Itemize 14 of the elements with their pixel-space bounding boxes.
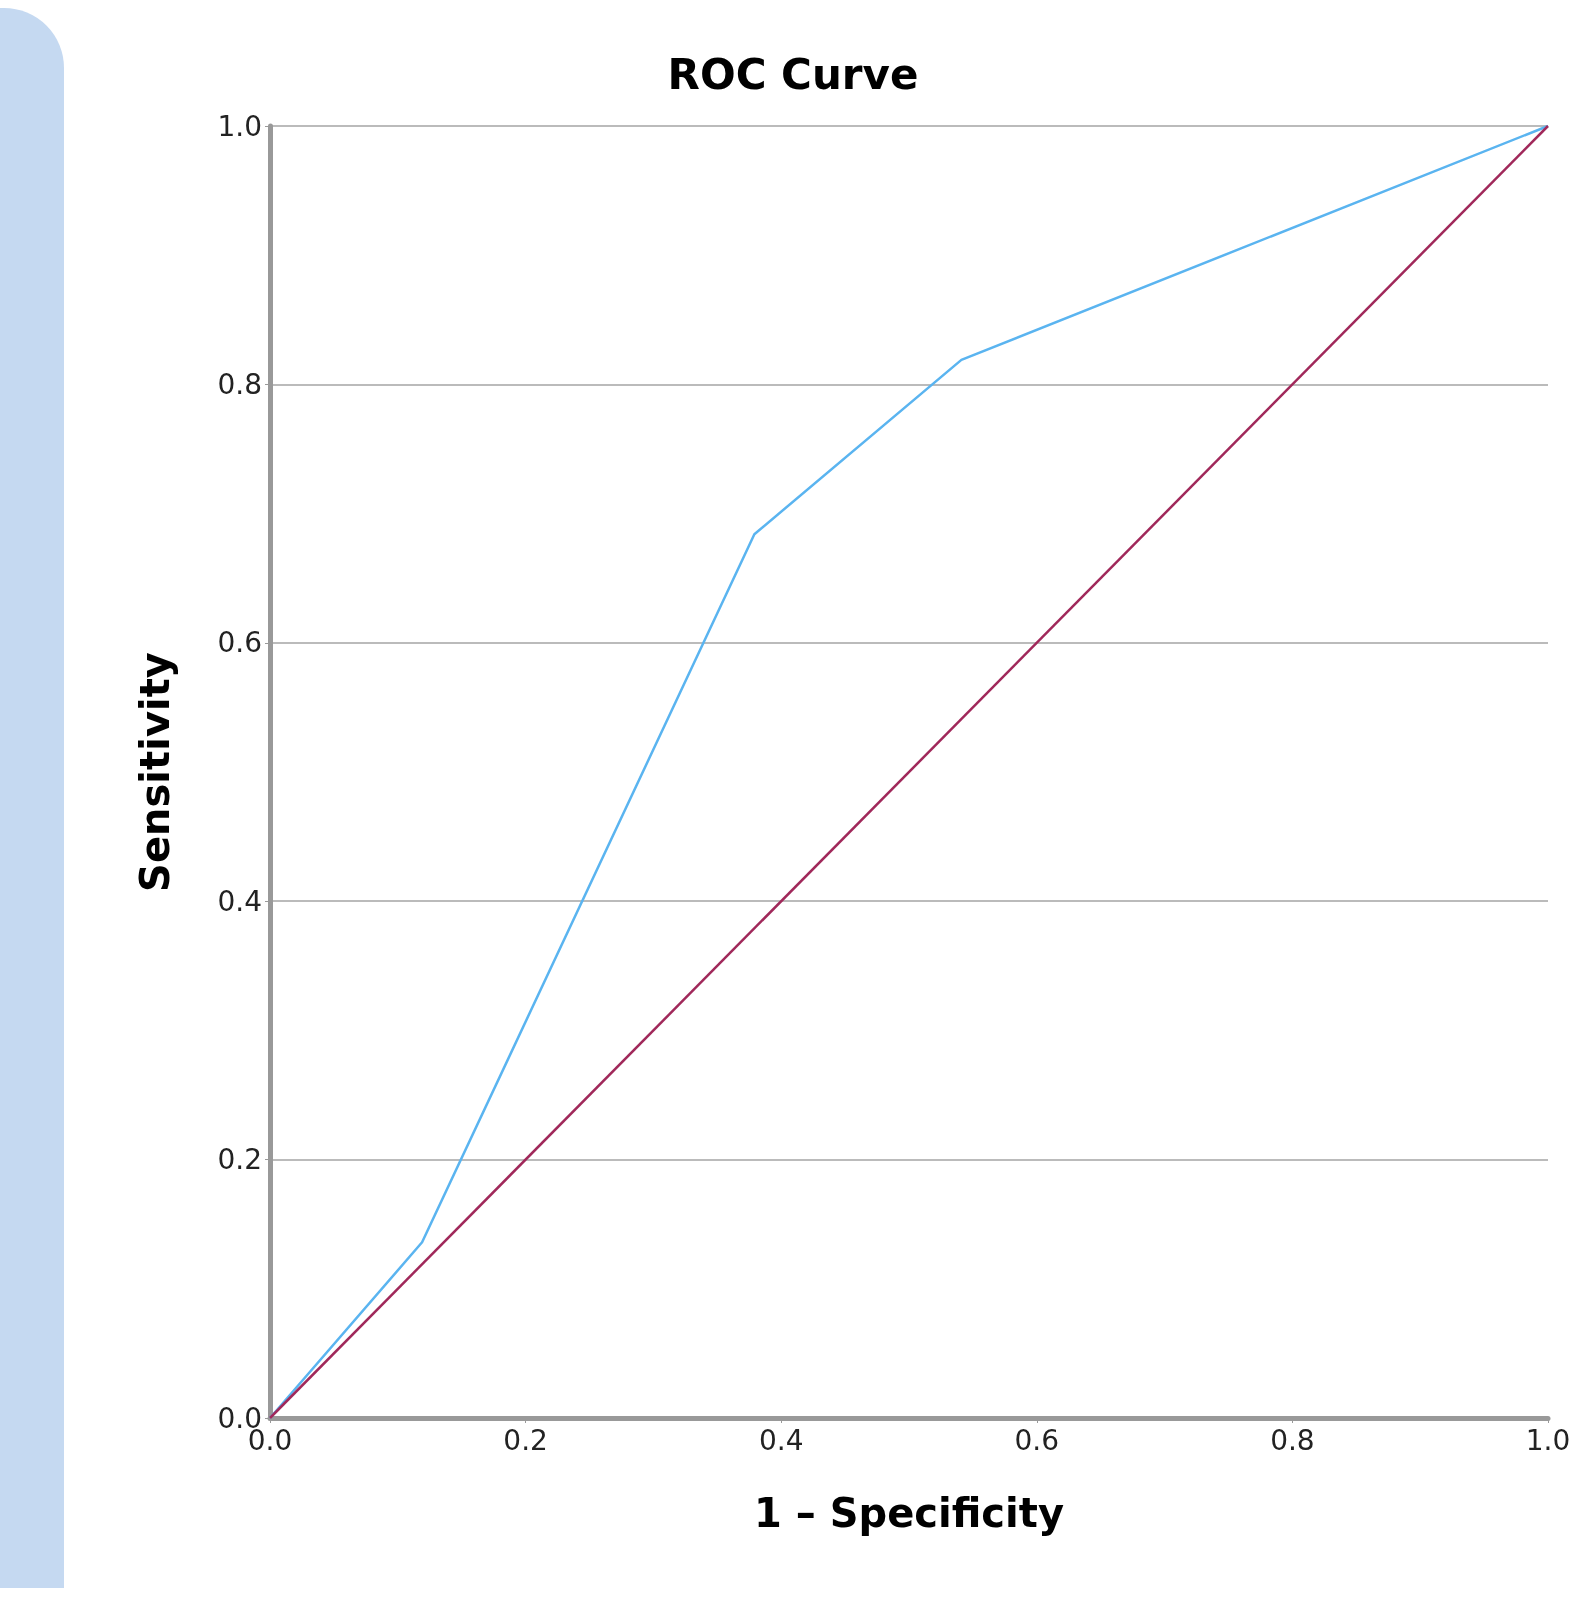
x-tick-label: 1.0 (1525, 1423, 1571, 1457)
y-tick-label: 0.4 (217, 884, 262, 918)
x-axis-title: 1 – Specificity (754, 1490, 1064, 1536)
y-axis-title: Sensitivity (132, 652, 178, 892)
x-tick-label: 0.4 (758, 1423, 804, 1457)
line-series (268, 124, 1550, 1420)
y-tick-label: 0.6 (217, 626, 262, 660)
x-tick-label: 0.6 (1014, 1423, 1060, 1457)
y-tick-label: 0.8 (217, 367, 262, 401)
x-tick-label: 0.2 (503, 1423, 548, 1457)
y-tick-label: 0.2 (217, 1143, 262, 1177)
x-tick-label: 0.8 (1270, 1423, 1315, 1457)
y-tick-label: 1.0 (217, 109, 262, 143)
chart-title: ROC Curve (667, 49, 919, 99)
